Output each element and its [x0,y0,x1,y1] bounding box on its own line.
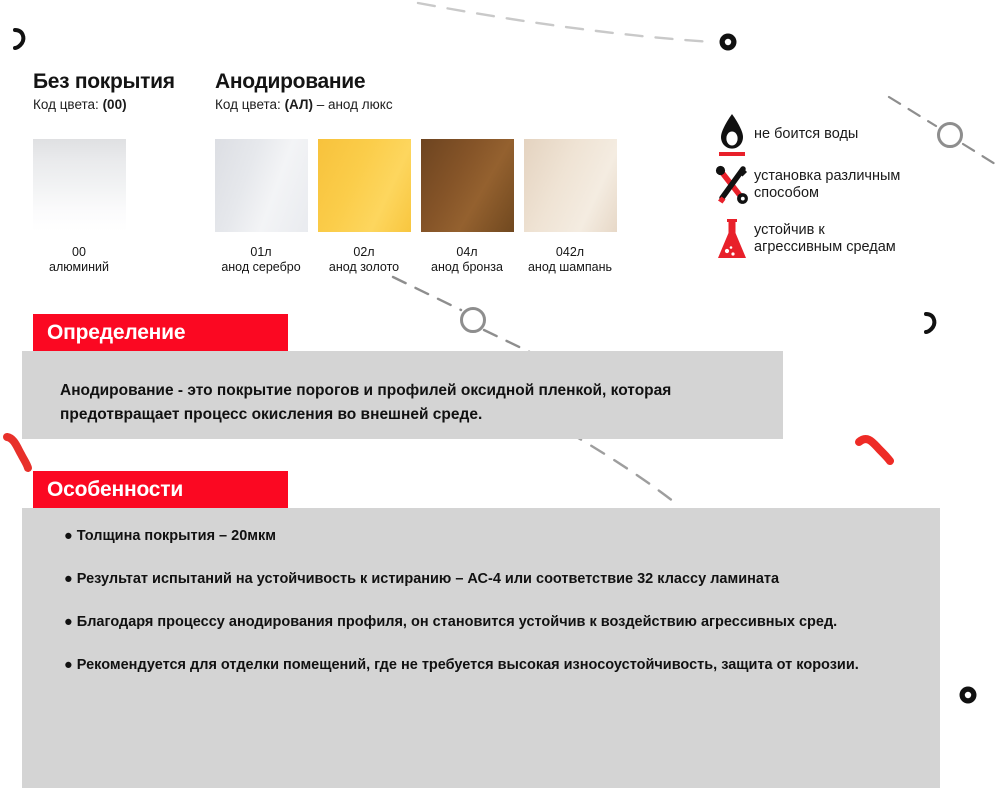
category-subtitle-suffix: – анод люкс [312,97,393,112]
color-caption-silver: 01л анод серебро [202,245,320,275]
color-swatch-aluminium[interactable] [33,139,126,232]
definition-body-text: Анодирование - это покрытие порогов и пр… [60,382,672,423]
red-squiggle-left [3,433,32,472]
swatch-name: анод серебро [221,260,301,274]
section-tab-features: Особенности [33,471,288,508]
features-bullet-list: ● Толщина покрытия – 20мкм ● Результат и… [64,526,944,676]
color-swatch-champagne[interactable] [524,139,617,232]
swatch-code: 00 [72,245,86,259]
swatch-code: 01л [250,245,272,259]
category-title: Без покрытия [33,70,175,93]
flask-icon [710,216,754,262]
swatch-name: анод золото [328,260,400,274]
category-subtitle: Код цвета: (00) [33,97,175,112]
color-caption-gold: 02л анод золото [305,245,423,275]
comma-mark-top-left [13,28,26,50]
color-caption-bronze: 04л анод бронза [408,245,526,275]
color-swatch-silver[interactable] [215,139,308,232]
feature-row-chemical-resistant: устойчив к агрессивным средам [710,212,980,266]
red-squiggle-right [855,435,894,465]
circle-marker-middle [460,307,486,333]
section-tab-definition: Определение [33,314,288,351]
color-swatch-bronze[interactable] [421,139,514,232]
section-tab-label: Особенности [47,477,184,501]
swatch-code: 042л [555,245,585,259]
category-title: Анодирование [215,70,366,93]
category-subtitle: Код цвета: (АЛ) – анод люкс [215,97,393,112]
water-drop-icon [710,111,754,157]
section-tab-label: Определение [47,320,186,344]
list-item: ● Результат испытаний на устойчивость к … [64,571,780,587]
swatch-code: 02л [353,245,375,259]
feature-row-waterproof: не боится воды [710,108,980,160]
features-panel: ● Толщина покрытия – 20мкм ● Результат и… [22,508,940,788]
list-item: ● Рекомендуется для отделки помещений, г… [64,657,859,673]
dashed-line-middle-upper [391,275,463,312]
list-item: ● Толщина покрытия – 20мкм [64,528,276,544]
category-subtitle-prefix: Код цвета: [215,97,285,112]
list-item: ● Благодаря процессу анодирования профил… [64,614,838,630]
category-heading-anodized: Анодирование Код цвета: (АЛ) – анод люкс [215,70,393,112]
color-caption-champagne: 042л анод шампань [511,245,629,275]
color-caption-aluminium: 00 алюминий [20,245,138,275]
color-swatch-gold[interactable] [318,139,411,232]
feature-row-installation: установка различным способом [710,158,980,212]
feature-label: установка различным способом [754,168,901,201]
wrench-screwdriver-icon [710,165,754,205]
category-subtitle-code: (АЛ) [284,97,313,112]
swatch-code: 04л [456,245,478,259]
category-subtitle-code: (00) [102,97,127,112]
comma-mark-right [924,312,937,334]
feature-label: устойчив к агрессивным средам [754,222,896,255]
dashed-line-top [416,1,714,44]
ring-marker-bottom [959,686,977,704]
swatch-name: алюминий [49,260,109,274]
definition-panel: Анодирование - это покрытие порогов и пр… [22,351,783,439]
category-heading-uncoated: Без покрытия Код цвета: (00) [33,70,175,112]
swatch-name: анод шампань [527,260,612,274]
category-subtitle-prefix: Код цвета: [33,97,103,112]
feature-label: не боится воды [754,125,859,142]
swatch-name: анод бронза [431,260,503,274]
dashed-line-lower [566,430,680,507]
ring-marker-top [719,33,737,51]
